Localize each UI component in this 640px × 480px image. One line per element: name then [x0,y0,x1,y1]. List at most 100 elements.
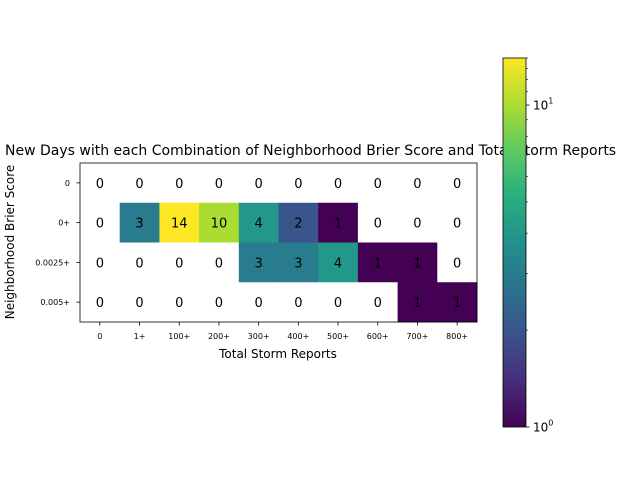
y-tick-label: 0 [65,179,70,188]
heatmap-cell [119,202,160,243]
heatmap-cell [80,163,121,204]
cell-value-label: 1 [413,296,421,311]
heatmap-cell [437,202,478,243]
colorbar-tick-label: 100 [533,419,553,435]
heatmap-cell [397,202,438,243]
cell-value-label: 0 [255,296,263,311]
cell-value-label: 3 [255,256,263,271]
cell-value-label: 0 [374,217,382,232]
y-axis-label: Neighborhood Brier Score [3,165,17,320]
heatmap-cell [119,242,160,283]
heatmap-cell [199,242,240,283]
heatmap-cell [318,202,359,243]
heatmap-cell [318,163,359,204]
heatmap-cell [278,202,319,243]
cell-value-label: 4 [334,256,342,271]
heatmap-cell [199,163,240,204]
heatmap-cell [80,282,121,323]
heatmap-cell [238,282,279,323]
y-tick-label: 0+ [58,219,70,228]
heatmap-cell [397,242,438,283]
heatmap-cell [159,202,200,243]
cell-value-label: 1 [374,256,382,271]
x-axis-ticks: 0 1+ 100+ 200+ 300+ 400+ 500+ 600+ 700+ 800+ [97,322,468,341]
cell-value-label: 0 [294,177,302,192]
cell-value-label: 0 [334,296,342,311]
heatmap-cell [199,282,240,323]
cell-value-label: 0 [453,177,461,192]
cell-value-label: 0 [96,256,104,271]
cell-value-label: 0 [215,256,223,271]
cell-value-label: 0 [374,177,382,192]
cell-value-label: 0 [255,177,263,192]
x-tick-label: 200+ [208,332,230,341]
y-axis-ticks: 0 0+ 0.0025+ 0.005+ [35,179,80,307]
heatmap-cell [357,202,398,243]
x-axis-label: Total Storm Reports [218,347,337,361]
x-tick-label: 600+ [367,332,389,341]
heatmap-cell [119,163,160,204]
heatmap-cells [80,163,478,323]
heatmap-cell [397,282,438,323]
chart-title: New Days with each Combination of Neighb… [5,143,616,159]
cell-value-label: 10 [211,217,228,232]
cell-value-label: 1 [413,256,421,271]
heatmap-cell [357,242,398,283]
heatmap-cell [318,282,359,323]
cell-value-label: 0 [453,217,461,232]
cell-value-label: 0 [413,217,421,232]
cell-value-label: 0 [175,177,183,192]
cell-value-label: 0 [135,256,143,271]
cell-value-label: 0 [215,177,223,192]
colorbar-gradient [502,57,527,428]
heatmap-cell [318,242,359,283]
heatmap-cell [80,202,121,243]
cell-value-label: 0 [215,296,223,311]
cell-value-label: 14 [171,217,188,232]
heatmap-cell [159,242,200,283]
colorbar-ticks: 100 101 [526,57,553,435]
cell-value-label: 2 [294,217,302,232]
y-tick-label: 0.0025+ [35,258,70,267]
cell-value-label: 0 [96,217,104,232]
cell-value-label: 0 [374,296,382,311]
heatmap-cell [80,242,121,283]
cell-value-label: 0 [96,177,104,192]
heatmap-cell [159,282,200,323]
heatmap-cell [437,163,478,204]
cell-value-label: 0 [135,177,143,192]
x-tick-label: 700+ [406,332,428,341]
heatmap-cell [437,242,478,283]
heatmap-cell [278,242,319,283]
y-tick-label: 0.005+ [40,298,70,307]
heatmap-cell [357,282,398,323]
cell-value-label: 0 [135,296,143,311]
cell-value-label: 0 [175,256,183,271]
cell-value-label: 1 [334,217,342,232]
heatmap-cell [397,163,438,204]
heatmap-cell [238,163,279,204]
cell-value-label: 3 [135,217,143,232]
x-tick-label: 300+ [248,332,270,341]
x-tick-label: 500+ [327,332,349,341]
x-tick-label: 800+ [446,332,468,341]
plot-frame [79,162,478,323]
cell-value-label: 0 [294,296,302,311]
colorbar-tick-label: 101 [533,97,553,113]
heatmap-cell [278,163,319,204]
heatmap-cell [357,163,398,204]
colorbar: 100 101 [502,57,553,435]
cell-value-label: 0 [413,177,421,192]
heatmap-cell [119,282,160,323]
heatmap-cell [278,282,319,323]
heatmap-cell [238,202,279,243]
x-tick-label: 400+ [287,332,309,341]
cell-value-label: 0 [453,256,461,271]
cell-value-label: 1 [453,296,461,311]
cell-value-label: 0 [96,296,104,311]
heatmap-cell-labels: 0 0 0 0 0 0 0 0 0 00 3 14 10 4 2 1 0 0 00 0 0 0 3 3 4 1 1 00 0 0 0 0 0 0 0… [96,177,462,311]
heatmap-cell [437,282,478,323]
cell-value-label: 0 [175,296,183,311]
heatmap-cell [199,202,240,243]
